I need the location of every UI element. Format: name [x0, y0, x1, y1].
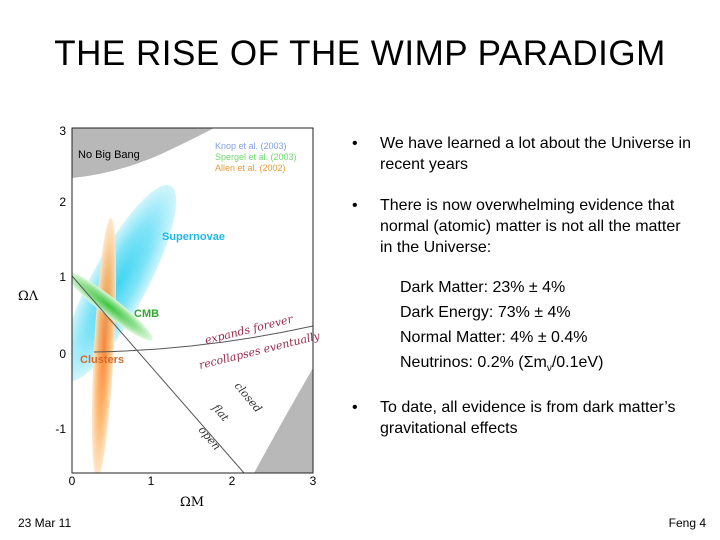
x-tick-3: 3: [310, 474, 317, 488]
legend-allen: Allen et al. (2002): [215, 163, 286, 173]
neutrinos-sub: ν: [546, 363, 552, 375]
bullet-evidence-text: There is now overwhelming evidence that …: [380, 197, 681, 256]
matter-budget: Dark Matter: 23% ± 4% Dark Energy: 73% ±…: [400, 275, 692, 381]
x-axis-ticks: 0 1 2 3: [69, 474, 317, 488]
legend-knop: Knop et al. (2003): [215, 141, 287, 151]
bullet-marker: •: [352, 399, 358, 417]
y-axis-ticks: 3 2 1 0 -1: [55, 124, 66, 436]
y-tick-3: 3: [59, 124, 66, 138]
flat-line: [72, 275, 245, 473]
normal-matter-line: Normal Matter: 4% ± 0.4%: [400, 329, 588, 346]
cmb-band: [72, 271, 153, 341]
plot-frame: [71, 127, 314, 474]
supernovae-label: Supernovae: [162, 231, 225, 243]
footer-page: Feng 4: [668, 516, 706, 530]
legend-spergel: Spergel et al. (2003): [215, 152, 297, 162]
x-tick-2: 2: [229, 474, 236, 488]
slide-title: THE RISE OF THE WIMP PARADIGM: [54, 34, 666, 73]
bullet-marker: •: [352, 135, 358, 152]
no-big-bang-label: No Big Bang: [78, 149, 140, 161]
bullet-marker: •: [352, 197, 358, 214]
bullet-gravitational: • To date, all evidence is from dark mat…: [352, 397, 692, 439]
no-big-bang-region: [72, 128, 214, 178]
supernovae-band: [72, 184, 177, 382]
clusters-label: Clusters: [80, 354, 124, 366]
dark-energy-line: Dark Energy: 73% ± 4%: [400, 304, 571, 321]
bullet-evidence: • There is now overwhelming evidence tha…: [352, 195, 692, 258]
x-axis-label: ΩM: [180, 495, 204, 510]
y-tick-0: 0: [59, 347, 66, 361]
neutrinos-line: Neutrinos: 0.2% (Σmν/0.1eV): [400, 350, 692, 381]
x-tick-1: 1: [148, 474, 155, 488]
neutrinos-suffix: /0.1eV): [551, 354, 604, 371]
y-axis-label: ΩΛ: [18, 289, 39, 304]
expansion-boundary: [93, 325, 313, 353]
bullet-learned-text: We have learned a lot about the Universe…: [380, 135, 692, 173]
clusters-band: [91, 218, 117, 473]
y-tick-minus1: -1: [55, 422, 66, 436]
y-tick-2: 2: [59, 195, 66, 209]
dark-matter-line: Dark Matter: 23% ± 4%: [400, 279, 566, 296]
bullet-gravitational-text: To date, all evidence is from dark matte…: [380, 399, 676, 438]
x-tick-0: 0: [69, 474, 76, 488]
bullet-list: • We have learned a lot about the Univer…: [352, 133, 692, 439]
bullet-learned: • We have learned a lot about the Univer…: [352, 133, 692, 175]
y-tick-1: 1: [59, 270, 66, 284]
cosmology-plot: 3 2 1 0 -1 0 1 2 3 ΩΛ ΩM No Big Bang Kno…: [18, 124, 322, 510]
excluded-region-bottom: [254, 368, 313, 473]
footer-date: 23 Mar 11: [18, 516, 72, 530]
cmb-label: CMB: [134, 308, 159, 320]
neutrinos-prefix: Neutrinos: 0.2% (Σm: [400, 354, 547, 371]
